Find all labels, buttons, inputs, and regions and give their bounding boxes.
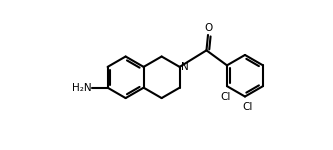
Text: O: O bbox=[204, 23, 212, 33]
Text: N: N bbox=[181, 62, 189, 72]
Text: Cl: Cl bbox=[243, 102, 253, 112]
Text: Cl: Cl bbox=[220, 92, 231, 102]
Text: H₂N: H₂N bbox=[72, 83, 92, 93]
